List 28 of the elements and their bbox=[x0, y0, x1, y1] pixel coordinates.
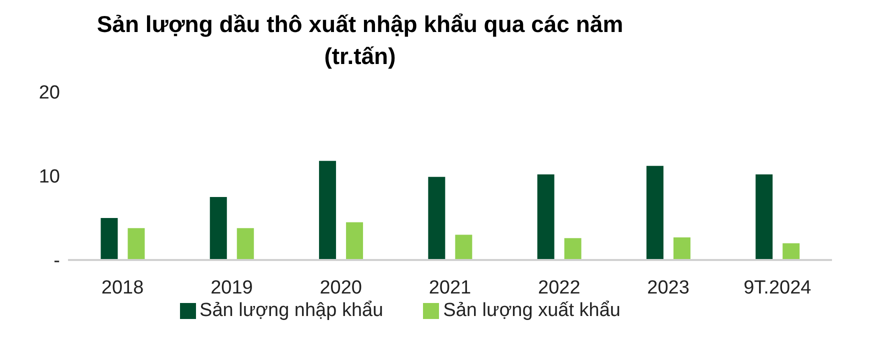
x-tick-label: 2020 bbox=[320, 277, 362, 298]
y-tick-label: 20 bbox=[38, 82, 60, 104]
bar bbox=[319, 160, 336, 260]
x-tick-label: 2023 bbox=[647, 277, 690, 298]
x-tick-label: 2018 bbox=[101, 277, 144, 298]
bar bbox=[100, 218, 118, 260]
bar bbox=[128, 228, 145, 260]
bar bbox=[782, 243, 800, 260]
bar bbox=[428, 176, 446, 260]
bar bbox=[646, 166, 664, 260]
legend-label: Sản lượng nhập khẩu bbox=[200, 300, 384, 321]
bar bbox=[673, 237, 690, 260]
bar bbox=[236, 228, 254, 260]
chart-title: Sản lượng dầu thô xuất nhập khẩu qua các năm bbox=[96, 10, 624, 39]
bar bbox=[346, 222, 364, 260]
y-tick-label: - bbox=[54, 250, 60, 272]
y-tick-label: 10 bbox=[38, 166, 60, 188]
bar bbox=[756, 174, 773, 260]
bar bbox=[455, 234, 472, 260]
x-tick-label: 2019 bbox=[210, 277, 253, 298]
x-tick-label: 9T.2024 bbox=[744, 277, 812, 298]
chart-subtitle: (tr.tấn) bbox=[323, 42, 397, 71]
bar bbox=[537, 174, 554, 260]
legend-label: Sản lượng xuất khẩu bbox=[443, 300, 620, 321]
x-tick-label: 2021 bbox=[428, 277, 472, 298]
bar bbox=[210, 197, 227, 260]
x-tick-label: 2022 bbox=[538, 277, 580, 298]
bar bbox=[564, 238, 582, 260]
